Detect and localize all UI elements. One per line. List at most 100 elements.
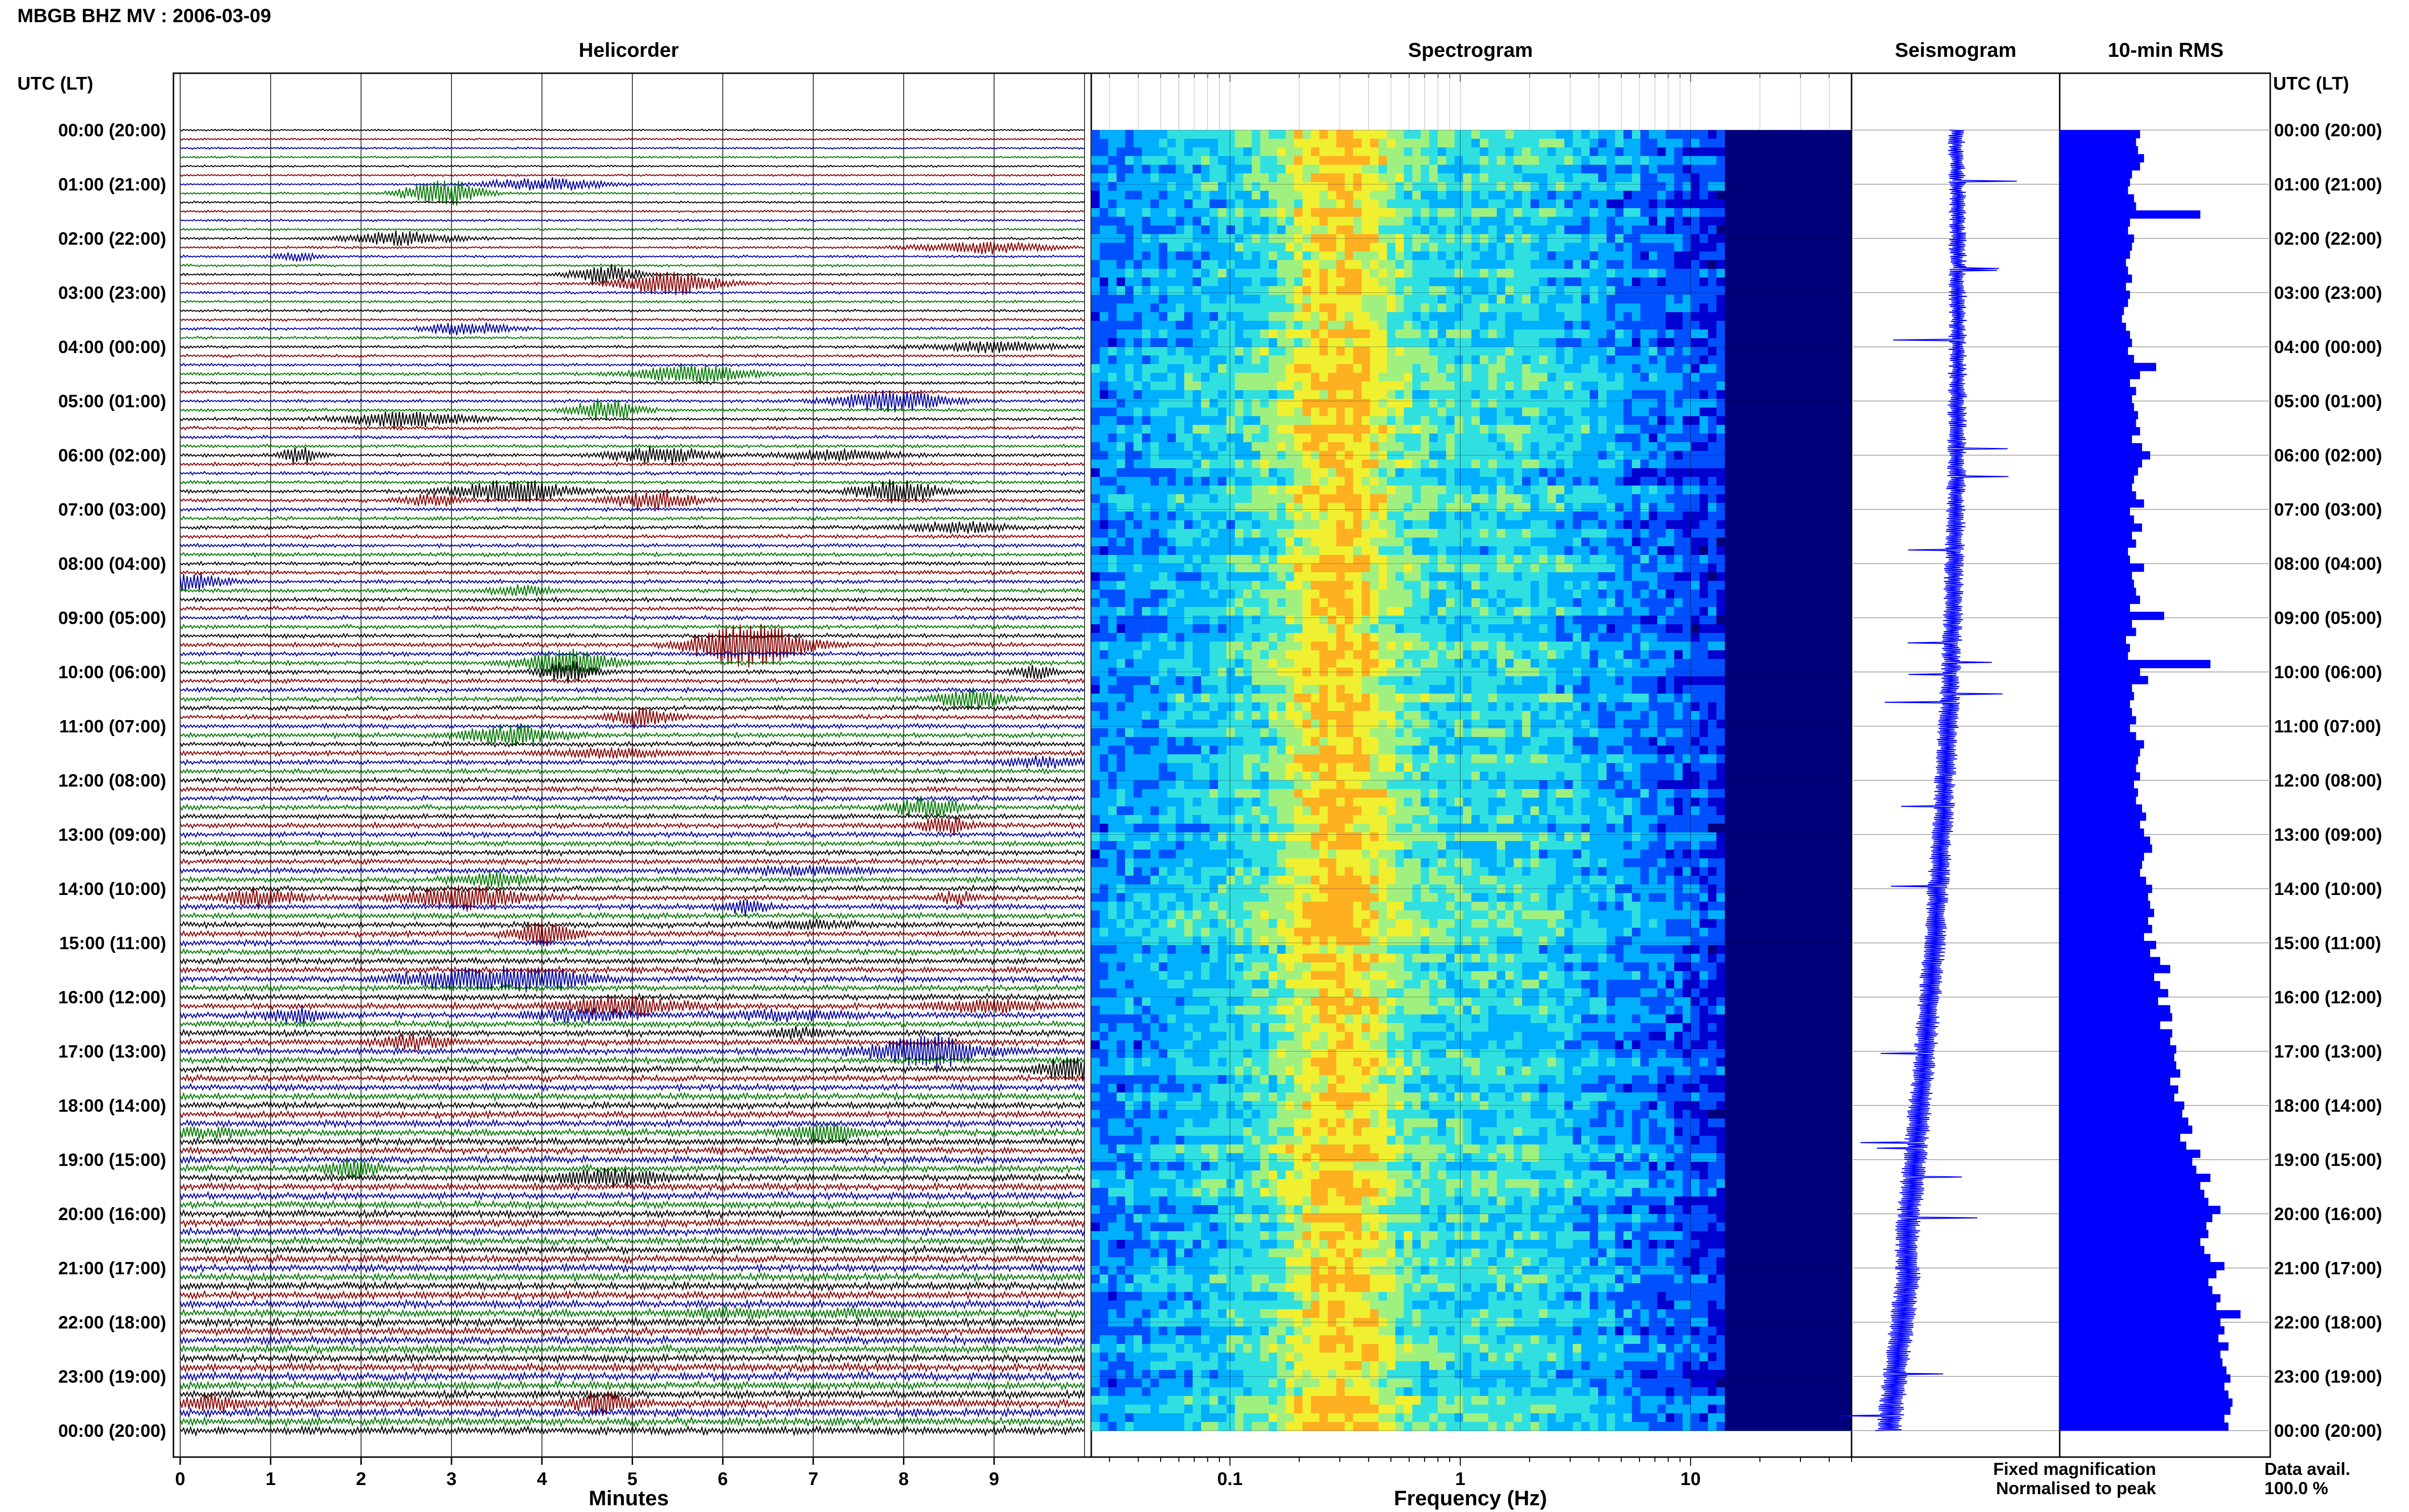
spectrogram-cell: [1657, 295, 1666, 304]
spectrogram-cell: [1649, 277, 1657, 287]
spectrogram-cell: [1674, 477, 1683, 486]
spectrogram-cell: [1404, 399, 1413, 408]
spectrogram-cell: [1699, 225, 1708, 235]
spectrogram-cell: [1564, 442, 1573, 451]
spectrogram-cell: [1742, 460, 1750, 469]
spectrogram-cell: [1218, 399, 1227, 408]
spectrogram-cell: [1100, 503, 1109, 512]
spectrogram-cell: [1201, 425, 1210, 434]
spectrogram-cell: [1666, 147, 1674, 157]
spectrogram-cell: [1269, 381, 1277, 391]
spectrogram-cell: [1328, 347, 1337, 356]
spectrogram-cell: [1328, 477, 1337, 486]
spectrogram-cell: [1227, 520, 1235, 529]
spectrogram-cell: [1556, 139, 1564, 148]
spectrogram-cell: [1539, 303, 1548, 313]
spectrogram-cell: [1497, 329, 1506, 339]
hour-tick-label-right: 02:00 (22:00): [2274, 229, 2382, 249]
spectrogram-cell: [1125, 486, 1134, 495]
spectrogram-cell: [1725, 468, 1734, 477]
spectrogram-cell: [1607, 347, 1615, 356]
spectrogram-cell: [1404, 538, 1413, 547]
spectrogram-cell: [1404, 147, 1413, 157]
spectrogram-cell: [1480, 555, 1489, 564]
spectrogram-cell: [1311, 295, 1320, 304]
spectrogram-cell: [1649, 460, 1657, 469]
spectrogram-cell: [1615, 165, 1624, 174]
spectrogram-cell: [1100, 243, 1109, 252]
spectrogram-cell: [1818, 139, 1827, 148]
spectrogram-cell: [1117, 442, 1125, 451]
spectrogram-cell: [1091, 581, 1100, 590]
spectrogram-cell: [1125, 173, 1134, 183]
spectrogram-cell: [1337, 503, 1345, 512]
spectrogram-cell: [1699, 381, 1708, 391]
spectrogram-cell: [1775, 408, 1784, 417]
spectrogram-cell: [1328, 139, 1337, 148]
spectrogram-cell: [1767, 199, 1776, 209]
spectrogram-cell: [1167, 225, 1176, 235]
spectrogram-cell: [1429, 408, 1438, 417]
spectrogram-cell: [1412, 399, 1421, 408]
spectrogram-cell: [1573, 381, 1581, 391]
spectrogram-cell: [1125, 538, 1134, 547]
spectrogram-cell: [1548, 182, 1556, 191]
spectrogram-cell: [1421, 182, 1430, 191]
spectrogram-cell: [1184, 442, 1193, 451]
spectrogram-cell: [1176, 572, 1184, 581]
spectrogram-cell: [1387, 329, 1396, 339]
spectrogram-cell: [1750, 156, 1759, 165]
spectrogram-cell: [1759, 217, 1767, 226]
spectrogram-cell: [1260, 425, 1269, 434]
spectrogram-cell: [1345, 182, 1353, 191]
spectrogram-cell: [1767, 468, 1776, 477]
spectrogram-cell: [1818, 217, 1827, 226]
hour-axis-right: 00:00 (20:00)01:00 (21:00)02:00 (22:00)0…: [2274, 120, 2382, 1441]
spectrogram-cell: [1218, 460, 1227, 469]
spectrogram-cell: [1666, 173, 1674, 183]
spectrogram-cell: [1269, 199, 1277, 209]
spectrogram-cell: [1446, 303, 1455, 313]
spectrogram-cell: [1378, 321, 1387, 330]
spectrogram-cell: [1455, 468, 1463, 477]
spectrogram-cell: [1809, 442, 1818, 451]
spectrogram-cell: [1269, 581, 1277, 590]
spectrogram-cell: [1260, 355, 1269, 365]
spectrogram-cell: [1378, 156, 1387, 165]
spectrogram-cell: [1319, 390, 1328, 399]
spectrogram-cell: [1167, 156, 1176, 165]
spectrogram-cell: [1564, 572, 1573, 581]
spectrogram-cell: [1488, 295, 1497, 304]
spectrogram-cell: [1091, 477, 1100, 486]
spectrogram-cell: [1674, 364, 1683, 373]
spectrogram-cell: [1641, 130, 1649, 139]
spectrogram-cell: [1277, 434, 1286, 443]
spectrogram-cell: [1734, 408, 1742, 417]
spectrogram-cell: [1556, 408, 1564, 417]
spectrogram-cell: [1826, 442, 1835, 451]
spectrogram-cell: [1682, 381, 1691, 391]
spectrogram-cell: [1192, 286, 1201, 295]
spectrogram-cell: [1809, 312, 1818, 321]
spectrogram-cell: [1345, 503, 1353, 512]
spectrogram-cell: [1184, 538, 1193, 547]
spectrogram-cell: [1463, 173, 1472, 183]
spectrogram-cell: [1734, 312, 1742, 321]
spectrogram-cell: [1184, 217, 1193, 226]
spectrogram-cell: [1269, 243, 1277, 252]
spectrogram-cell: [1100, 130, 1109, 139]
spectrogram-cell: [1134, 295, 1142, 304]
hour-tick-label-right: 21:00 (17:00): [2274, 1259, 2382, 1278]
spectrogram-cell: [1581, 243, 1590, 252]
spectrogram-cell: [1624, 408, 1632, 417]
spectrogram-cell: [1641, 572, 1649, 581]
spectrogram-cell: [1843, 381, 1852, 391]
spectrogram-cell: [1548, 408, 1556, 417]
spectrogram-cell: [1539, 486, 1548, 495]
spectrogram-cell: [1218, 173, 1227, 183]
spectrogram-cell: [1818, 373, 1827, 382]
spectrogram-cell: [1598, 512, 1607, 521]
spectrogram-cell: [1311, 390, 1320, 399]
spectrogram-cell: [1471, 303, 1480, 313]
helicorder-x-tick-label: 2: [356, 1469, 366, 1489]
